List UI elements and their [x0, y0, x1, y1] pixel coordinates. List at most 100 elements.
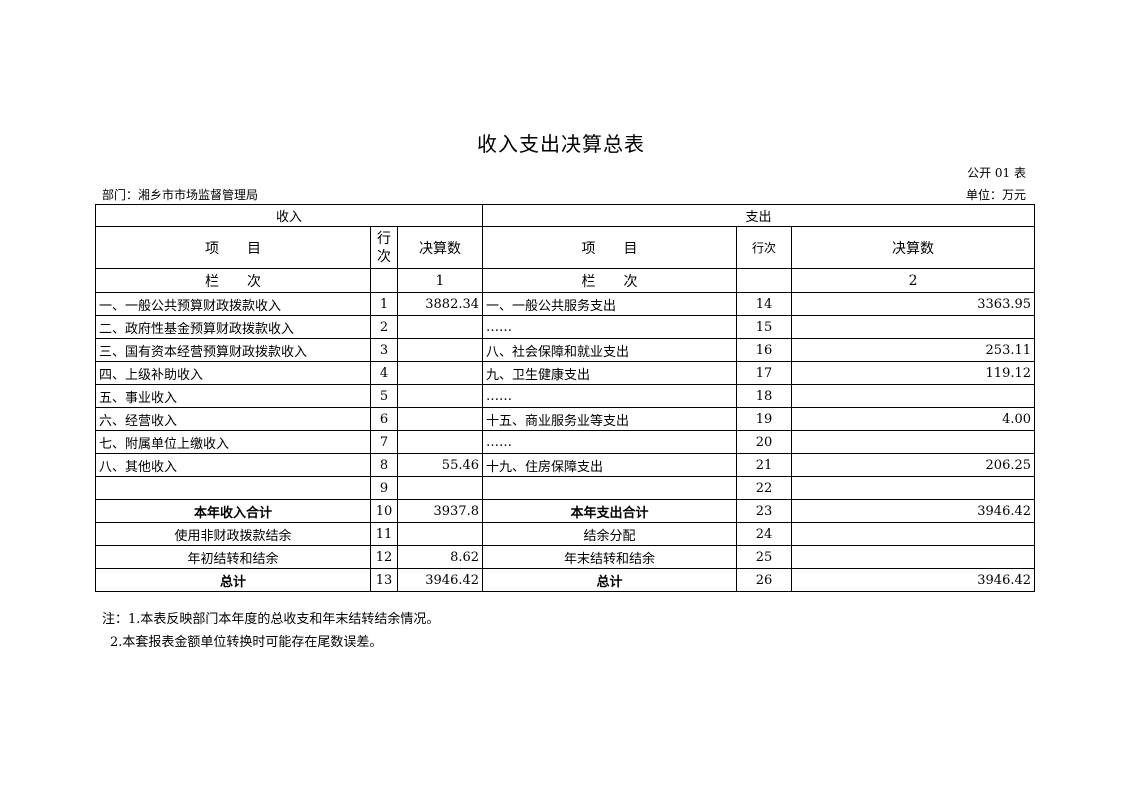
expense-row-no-cell: 26	[736, 568, 793, 592]
expense-row-no-cell: 14	[736, 292, 793, 316]
income-amount-cell	[396, 384, 484, 408]
column-number-row: 栏 次 1 栏 次 2	[95, 268, 1036, 293]
income-row-no-cell: 3	[370, 338, 398, 362]
expense-row-no-header: 行次	[736, 226, 793, 269]
table-row: 七、附属单位上缴收入 7 …… 20	[95, 430, 1036, 454]
expense-amount-cell	[791, 545, 1036, 569]
income-row-no-cell: 13	[370, 568, 398, 592]
empty-cell	[736, 268, 793, 293]
income-amount-cell: 3946.42	[396, 568, 484, 592]
table-row: 总计 13 3946.42 总计 26 3946.42	[95, 568, 1036, 592]
expense-item-cell: 八、社会保障和就业支出	[482, 338, 738, 362]
expense-header: 支出	[482, 204, 1036, 227]
expense-amount-cell: 253.11	[791, 338, 1036, 362]
table-row: 本年收入合计 10 3937.8 本年支出合计 23 3946.42	[95, 499, 1036, 523]
table-row: 9 22	[95, 476, 1036, 500]
expense-amount-cell: 3946.42	[791, 568, 1036, 592]
income-amount-cell	[396, 338, 484, 362]
expense-item-cell: 十九、住房保障支出	[482, 453, 738, 477]
expense-item-cell: 年末结转和结余	[482, 545, 738, 569]
table-row: 四、上级补助收入 4 九、卫生健康支出 17 119.12	[95, 361, 1036, 385]
income-row-no-cell: 11	[370, 522, 398, 546]
income-item-cell: 四、上级补助收入	[95, 361, 371, 385]
income-row-no-cell: 2	[370, 315, 398, 339]
income-row-no-cell: 8	[370, 453, 398, 477]
income-row-no-cell: 1	[370, 292, 398, 316]
income-row-no-cell: 7	[370, 430, 398, 454]
expense-row-no-cell: 17	[736, 361, 793, 385]
page-title: 收入支出决算总表	[477, 132, 645, 156]
table-row: 八、其他收入 8 55.46 十九、住房保障支出 21 206.25	[95, 453, 1036, 477]
income-amount-cell: 3937.8	[396, 499, 484, 523]
expense-amount-cell: 119.12	[791, 361, 1036, 385]
notes: 注：1.本表反映部门本年度的总收支和年末结转结余情况。 2.本套报表金额单位转换…	[102, 608, 439, 654]
expense-item-cell: ……	[482, 384, 738, 408]
expense-row-no-cell: 15	[736, 315, 793, 339]
income-header: 收入	[94, 204, 484, 227]
income-row-no-cell: 5	[370, 384, 398, 408]
expense-item-cell: 十五、商业服务业等支出	[482, 407, 738, 431]
income-item-cell: 总计	[95, 568, 371, 592]
expense-amount-cell	[791, 522, 1036, 546]
income-item-cell: 五、事业收入	[95, 384, 371, 408]
table-row: 年初结转和结余 12 8.62 年末结转和结余 25	[95, 545, 1036, 569]
table-row: 使用非财政拨款结余 11 结余分配 24	[95, 522, 1036, 546]
income-item-cell	[95, 476, 371, 500]
expense-item-cell: ……	[482, 315, 738, 339]
income-row-no-cell: 10	[370, 499, 398, 523]
income-item-header: 项 目	[95, 226, 371, 269]
income-item-cell: 七、附属单位上缴收入	[95, 430, 371, 454]
empty-cell	[370, 268, 398, 293]
expense-item-cell: 九、卫生健康支出	[482, 361, 738, 385]
income-item-cell: 一、一般公共预算财政拨款收入	[95, 292, 371, 316]
expense-column-number: 2	[791, 268, 1036, 293]
income-amount-cell: 8.62	[396, 545, 484, 569]
expense-row-no-cell: 22	[736, 476, 793, 500]
expense-row-no-cell: 23	[736, 499, 793, 523]
income-amount-cell	[396, 430, 484, 454]
table-row: 六、经营收入 6 十五、商业服务业等支出 19 4.00	[95, 407, 1036, 431]
expense-row-no-cell: 20	[736, 430, 793, 454]
expense-row-no-cell: 18	[736, 384, 793, 408]
expense-amount-cell: 3363.95	[791, 292, 1036, 316]
expense-row-no-cell: 24	[736, 522, 793, 546]
expense-item-cell: ……	[482, 430, 738, 454]
expense-amount-cell: 206.25	[791, 453, 1036, 477]
income-amount-cell	[396, 522, 484, 546]
income-item-cell: 本年收入合计	[95, 499, 371, 523]
income-row-no-cell: 4	[370, 361, 398, 385]
expense-amount-cell	[791, 384, 1036, 408]
expense-amount-cell: 4.00	[791, 407, 1036, 431]
expense-row-no-cell: 21	[736, 453, 793, 477]
income-item-cell: 六、经营收入	[95, 407, 371, 431]
expense-amount-header: 决算数	[791, 226, 1036, 269]
income-amount-cell: 55.46	[396, 453, 484, 477]
income-row-no-cell: 12	[370, 545, 398, 569]
department-label: 部门：湘乡市市场监督管理局	[102, 188, 259, 202]
income-column-label: 栏 次	[95, 268, 371, 293]
table-row: 二、政府性基金预算财政拨款收入 2 …… 15	[95, 315, 1036, 339]
expense-column-label: 栏 次	[482, 268, 738, 293]
expense-item-cell: 一、一般公共服务支出	[482, 292, 738, 316]
expense-item-header: 项 目	[482, 226, 738, 269]
income-row-no-cell: 6	[370, 407, 398, 431]
income-amount-cell	[396, 361, 484, 385]
income-item-cell: 年初结转和结余	[95, 545, 371, 569]
expense-row-no-cell: 19	[736, 407, 793, 431]
expense-amount-cell	[791, 430, 1036, 454]
expense-amount-cell: 3946.42	[791, 499, 1036, 523]
expense-amount-cell	[791, 315, 1036, 339]
income-row-no-header: 行 次	[370, 226, 398, 269]
expense-item-cell: 本年支出合计	[482, 499, 738, 523]
table-row: 一、一般公共预算财政拨款收入 1 3882.34 一、一般公共服务支出 14 3363.9…	[95, 292, 1036, 316]
expense-row-no-cell: 25	[736, 545, 793, 569]
expense-item-cell	[482, 476, 738, 500]
income-item-cell: 使用非财政拨款结余	[95, 522, 371, 546]
income-column-number: 1	[396, 268, 484, 293]
table-row: 三、国有资本经营预算财政拨款收入 3 八、社会保障和就业支出 16 253.11	[95, 338, 1036, 362]
expense-amount-cell	[791, 476, 1036, 500]
income-item-cell: 三、国有资本经营预算财政拨款收入	[95, 338, 371, 362]
income-amount-cell: 3882.34	[396, 292, 484, 316]
income-amount-cell	[396, 476, 484, 500]
note-2: 2.本套报表金额单位转换时可能存在尾数误差。	[110, 635, 383, 650]
